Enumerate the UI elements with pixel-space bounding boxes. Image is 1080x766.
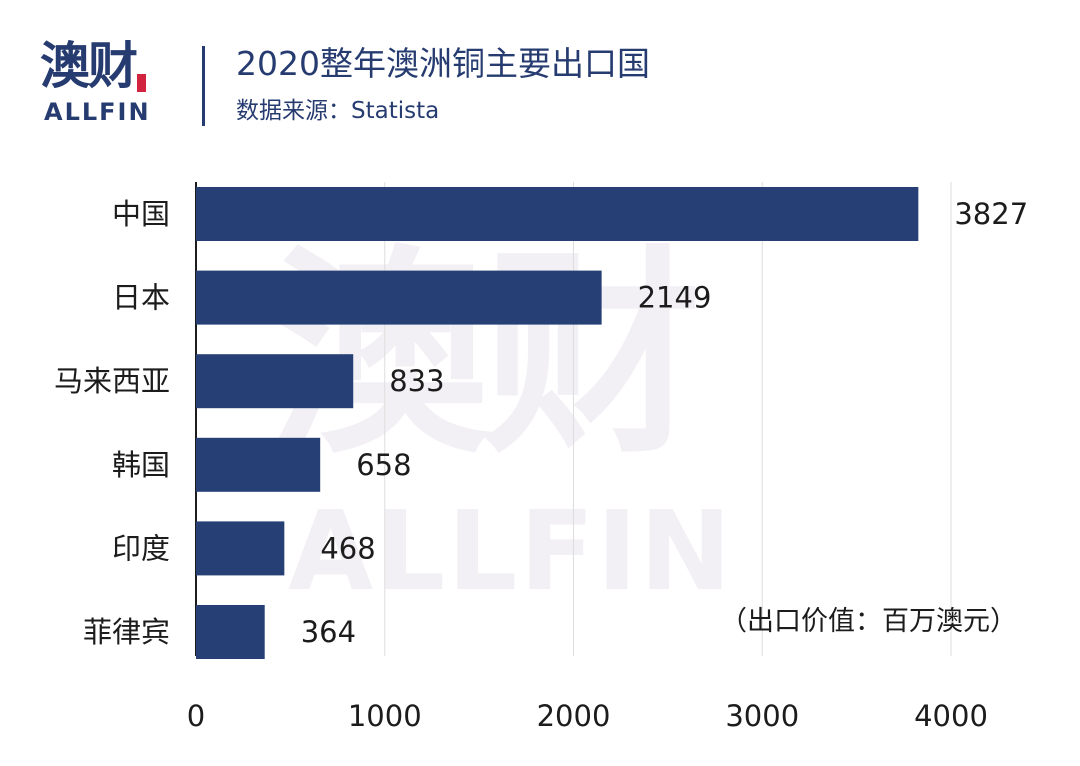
bar (196, 270, 602, 325)
x-tick-label: 0 (187, 699, 205, 733)
data-label: 468 (320, 531, 375, 565)
category-label: 印度 (112, 531, 170, 565)
bar (196, 187, 919, 241)
category-label: 马来西亚 (54, 364, 170, 398)
category-label: 日本 (112, 281, 170, 315)
category-label: 菲律宾 (83, 615, 170, 649)
category-label: 韩国 (112, 448, 170, 482)
data-label: 658 (356, 448, 411, 482)
bar (196, 605, 265, 659)
bar (196, 437, 321, 492)
data-label: 3827 (954, 197, 1028, 231)
x-tick-label: 2000 (537, 699, 611, 733)
category-label: 中国 (112, 197, 170, 231)
x-tick-label: 1000 (348, 699, 422, 733)
data-label: 364 (301, 615, 356, 649)
allfin-logo: 澳财 ALLFIN (40, 38, 164, 130)
logo-english-text: ALLFIN (44, 98, 151, 126)
data-label: 833 (389, 364, 444, 398)
x-tick-label: 4000 (914, 699, 988, 733)
chart-title: 2020整年澳洲铜主要出口国 (236, 44, 650, 83)
data-label: 2149 (638, 281, 712, 315)
logo-accent-mark (137, 74, 146, 92)
logo-chinese-text: 澳财 (40, 37, 138, 95)
bar (196, 521, 285, 576)
header-divider (202, 46, 205, 126)
x-tick-label: 3000 (725, 699, 799, 733)
chart-source: 数据来源：Statista (236, 98, 440, 124)
bar (196, 354, 354, 409)
unit-note: （出口价值：百万澳元） (720, 606, 1017, 637)
